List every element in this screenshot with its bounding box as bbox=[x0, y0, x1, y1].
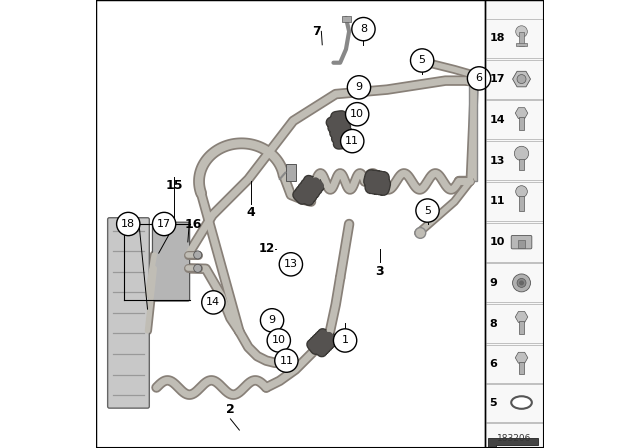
Text: 14: 14 bbox=[490, 115, 505, 125]
Bar bbox=[519, 321, 524, 334]
Bar bbox=[468, 81, 477, 181]
Bar bbox=[519, 362, 524, 375]
Text: 4: 4 bbox=[246, 206, 255, 220]
Circle shape bbox=[333, 329, 356, 352]
Text: 5: 5 bbox=[419, 56, 426, 65]
Circle shape bbox=[194, 251, 202, 259]
Circle shape bbox=[415, 55, 426, 66]
Ellipse shape bbox=[511, 396, 532, 409]
Text: 17: 17 bbox=[157, 219, 171, 229]
FancyBboxPatch shape bbox=[152, 222, 189, 301]
Circle shape bbox=[340, 129, 364, 153]
Text: 5: 5 bbox=[490, 397, 497, 408]
Circle shape bbox=[348, 76, 371, 99]
Circle shape bbox=[267, 329, 291, 352]
Text: 10: 10 bbox=[350, 109, 364, 119]
Circle shape bbox=[279, 253, 303, 276]
Text: 11: 11 bbox=[280, 356, 293, 366]
Bar bbox=[516, 43, 527, 47]
Bar bbox=[519, 117, 524, 130]
Circle shape bbox=[202, 291, 225, 314]
Text: 14: 14 bbox=[206, 297, 220, 307]
Circle shape bbox=[416, 199, 439, 222]
Polygon shape bbox=[488, 438, 538, 448]
Bar bbox=[518, 240, 525, 247]
Text: 10: 10 bbox=[490, 237, 505, 247]
Text: 9: 9 bbox=[490, 278, 497, 288]
Text: 16: 16 bbox=[185, 217, 202, 231]
Text: 5: 5 bbox=[424, 206, 431, 215]
Circle shape bbox=[520, 281, 524, 285]
Text: 7: 7 bbox=[312, 25, 321, 38]
Circle shape bbox=[516, 26, 527, 38]
Circle shape bbox=[517, 74, 526, 84]
Circle shape bbox=[275, 349, 298, 372]
Circle shape bbox=[116, 212, 140, 236]
Bar bbox=[485, 0, 544, 448]
Bar bbox=[285, 164, 296, 181]
Bar bbox=[96, 0, 485, 448]
Text: 6: 6 bbox=[476, 73, 483, 83]
Text: 1: 1 bbox=[342, 336, 349, 345]
Text: 15: 15 bbox=[166, 179, 183, 193]
Text: 18: 18 bbox=[490, 33, 505, 43]
Text: 6: 6 bbox=[490, 359, 497, 370]
Polygon shape bbox=[513, 71, 531, 87]
Text: 183206: 183206 bbox=[497, 434, 532, 443]
Text: 9: 9 bbox=[355, 82, 362, 92]
FancyBboxPatch shape bbox=[108, 218, 149, 408]
Text: 8: 8 bbox=[490, 319, 497, 329]
FancyBboxPatch shape bbox=[511, 236, 532, 249]
Text: 11: 11 bbox=[345, 136, 359, 146]
Circle shape bbox=[410, 49, 434, 72]
Circle shape bbox=[415, 228, 426, 238]
Circle shape bbox=[517, 278, 526, 288]
Text: 8: 8 bbox=[360, 24, 367, 34]
Circle shape bbox=[467, 67, 491, 90]
Circle shape bbox=[152, 212, 176, 236]
Bar bbox=[342, 16, 351, 22]
Polygon shape bbox=[515, 108, 528, 119]
Bar bbox=[519, 31, 524, 47]
Circle shape bbox=[260, 309, 284, 332]
Text: 9: 9 bbox=[269, 315, 276, 325]
Circle shape bbox=[352, 17, 375, 41]
Text: 13: 13 bbox=[284, 259, 298, 269]
Polygon shape bbox=[515, 311, 528, 323]
Text: 17: 17 bbox=[490, 74, 505, 84]
Text: 11: 11 bbox=[490, 196, 505, 207]
Circle shape bbox=[516, 185, 527, 197]
Text: 18: 18 bbox=[121, 219, 135, 229]
Circle shape bbox=[513, 274, 531, 292]
Text: 13: 13 bbox=[490, 155, 505, 166]
Text: 10: 10 bbox=[272, 336, 286, 345]
Polygon shape bbox=[515, 352, 528, 363]
Circle shape bbox=[194, 264, 202, 272]
Text: 3: 3 bbox=[375, 264, 384, 278]
Bar bbox=[519, 159, 524, 171]
Bar bbox=[519, 196, 524, 211]
Text: 2: 2 bbox=[226, 403, 235, 417]
Circle shape bbox=[515, 146, 529, 160]
Circle shape bbox=[346, 103, 369, 126]
Text: 12: 12 bbox=[259, 242, 275, 255]
